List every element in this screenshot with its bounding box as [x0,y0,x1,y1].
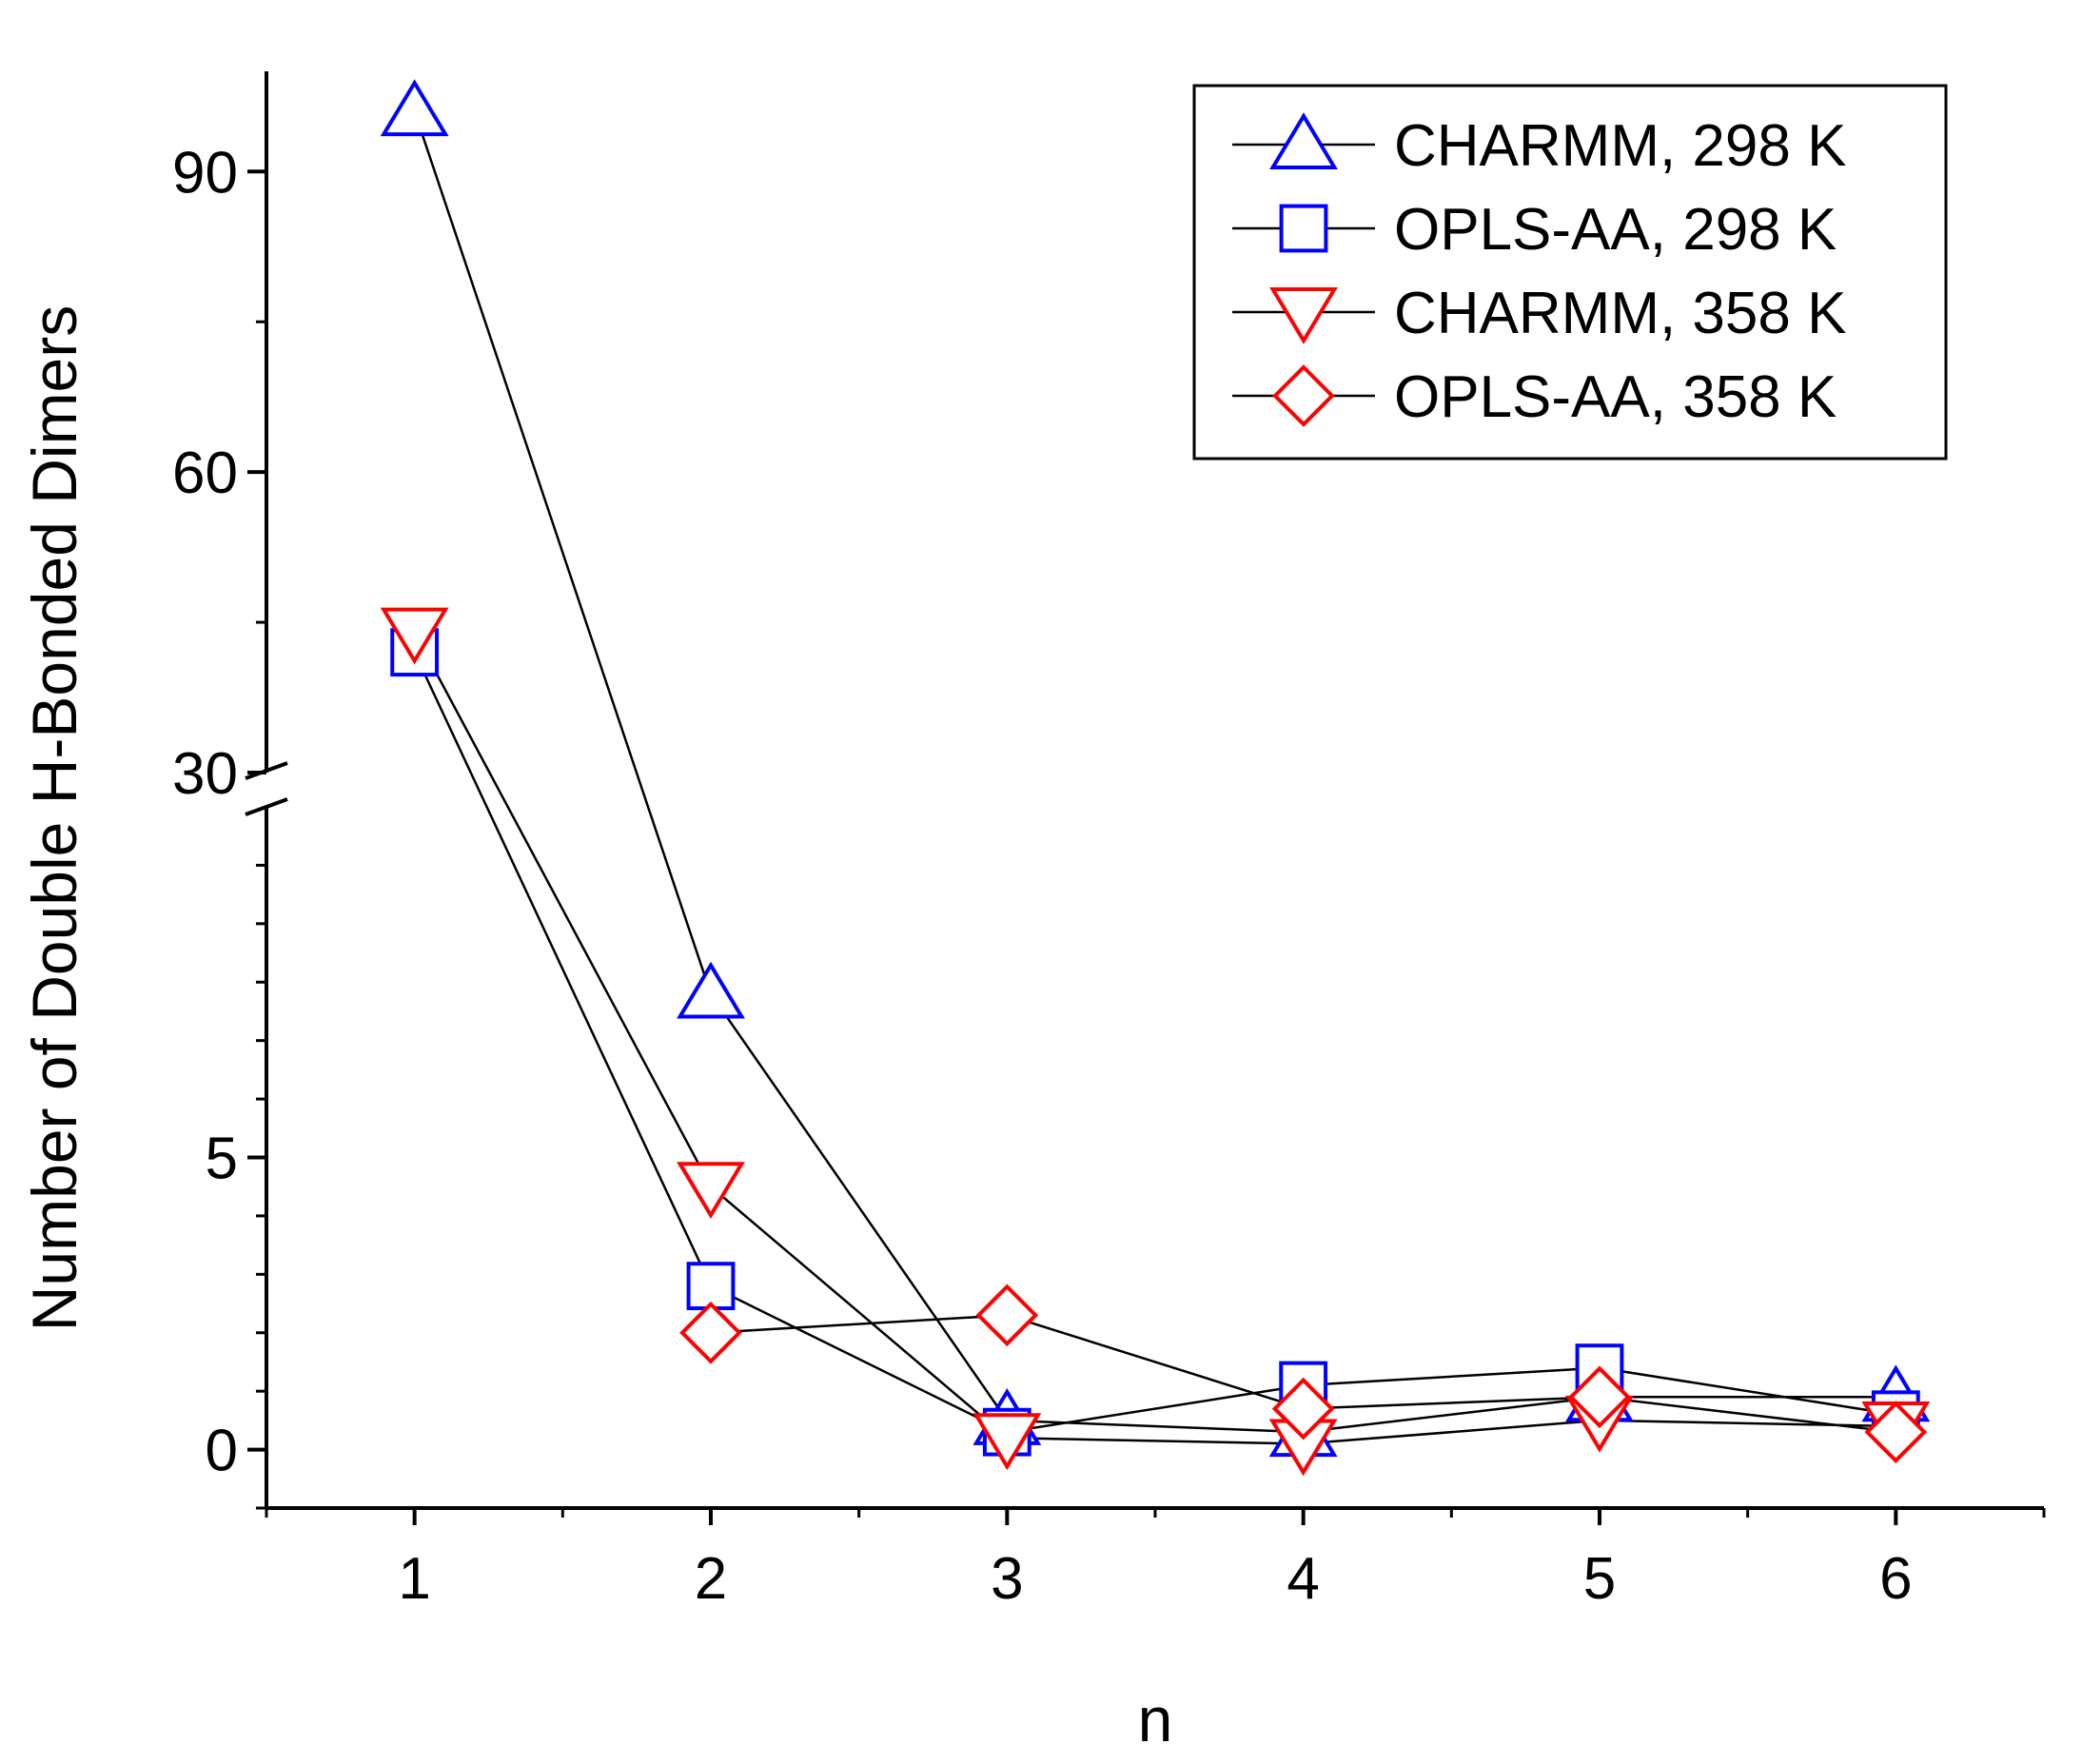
y-tick-label: 30 [172,741,238,807]
x-tick-label: 4 [1287,1546,1319,1612]
legend: CHARMM, 298 K OPLS-AA, 298 K CHARMM, 358 K… [1192,84,1948,461]
series-line-segment [1303,1419,1601,1445]
series-line-segment [710,1186,1009,1440]
series-line-segment [1006,1314,1305,1410]
data-point [1864,1401,1928,1463]
data-point [380,607,449,665]
series-line-segment [1599,1419,1896,1428]
x-tick-label: 5 [1583,1546,1616,1612]
series-line-segment [413,652,713,1287]
data-point [972,1413,1042,1471]
x-axis-title: n [1138,1684,1173,1754]
series-line-segment [1303,1366,1601,1387]
y-tick-label: 5 [206,1127,238,1192]
data-point [679,1301,742,1364]
data-point [677,1162,745,1220]
series-line-segment [1007,1419,1304,1434]
data-point [380,79,449,137]
data-point [975,1284,1039,1347]
x-tick-label: 2 [695,1546,727,1612]
legend-marker [1269,287,1338,344]
x-tick-label: 3 [991,1546,1023,1612]
axes: 1 2 3 4 5 6 30 60 90 0 5 [172,71,2046,1612]
legend-label: OPLS-AA, 298 K [1394,197,1836,263]
series-line-segment [1303,1396,1601,1410]
series-line-segment [1599,1396,1896,1434]
series-line-segment [709,992,1009,1421]
y-tick-label: 0 [206,1419,238,1484]
series-line-segment [413,632,713,1187]
data-point [1568,1365,1631,1429]
legend-label: CHARMM, 358 K [1394,281,1846,346]
x-tick-label: 6 [1879,1546,1912,1612]
series-line-segment [1007,1437,1304,1445]
y-axis-break-mark [245,797,288,816]
legend-marker [1269,112,1338,169]
legend-marker [1279,204,1328,253]
series-markers [380,79,1931,1477]
x-tick-label: 1 [398,1546,430,1612]
legend-label: CHARMM, 298 K [1394,113,1846,179]
series-line-segment [1303,1396,1601,1434]
series-lines [413,110,1896,1445]
data-point [677,961,745,1019]
data-point [1271,1377,1335,1441]
legend-label: OPLS-AA, 358 K [1394,364,1836,430]
series-line-segment [710,1314,1008,1334]
y-tick-label: 90 [172,140,238,206]
legend-marker [1272,364,1335,427]
series-line-segment [413,110,713,994]
series-line-segment [1599,1366,1896,1416]
series-line-segment [710,1284,1008,1434]
y-axis-title: Number of Double H-Bonded Dimers [19,305,89,1331]
y-tick-label: 60 [172,441,238,506]
